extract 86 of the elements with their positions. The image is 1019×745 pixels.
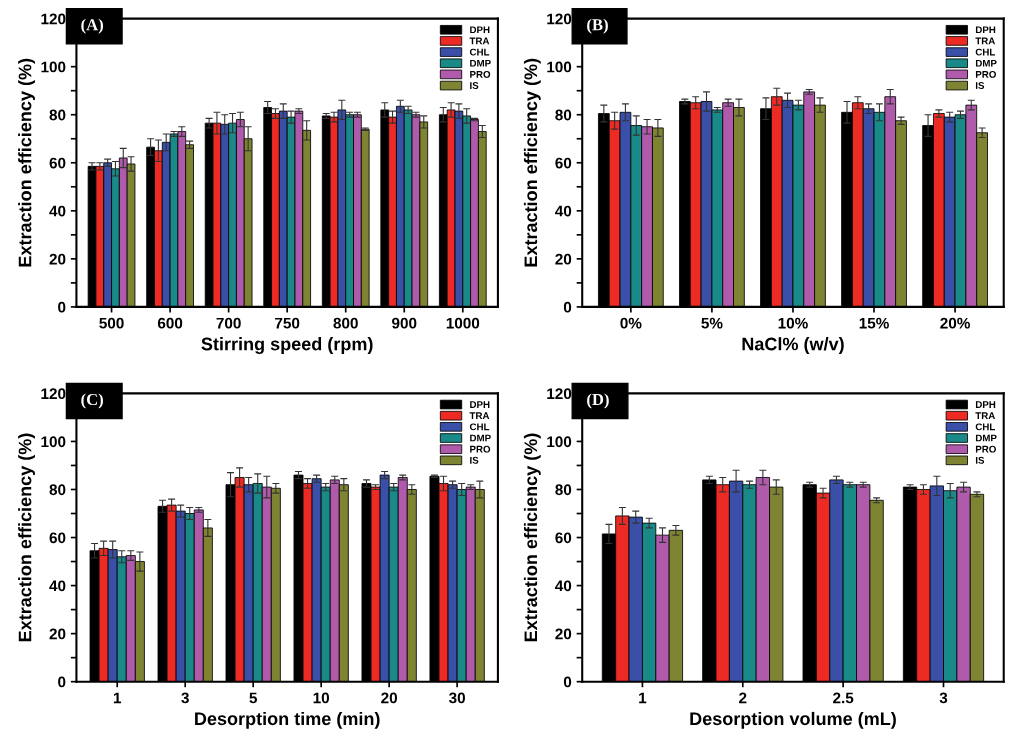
x-tick-label: 20% <box>940 317 970 329</box>
y-axis-title: Extraction efficiency (%) <box>523 58 541 267</box>
y-tick-label: 100 <box>547 436 572 448</box>
y-tick-label: 100 <box>547 61 572 73</box>
legend-label: DMP <box>470 59 491 67</box>
x-tick-label: 10 <box>313 692 330 704</box>
y-tick-label: 60 <box>555 157 572 169</box>
legend-label: TRA <box>469 37 490 45</box>
y-axis-title: Extraction efficiency (%) <box>18 433 35 642</box>
x-tick-label: 3 <box>181 692 189 704</box>
x-tick-label: 1 <box>113 692 122 704</box>
y-tick-label: 60 <box>555 532 572 544</box>
x-axis-title: Stirring speed (rpm) <box>201 337 373 355</box>
x-tick-label: 900 <box>392 317 417 329</box>
x-tick-label: 2 <box>739 692 747 704</box>
legend-label: DMP <box>975 434 997 442</box>
x-tick-label: 500 <box>99 317 124 329</box>
y-tick-label: 0 <box>563 301 572 313</box>
legend-label: IS <box>975 456 985 464</box>
legend-label: IS <box>975 82 985 89</box>
x-tick-label: 1000 <box>446 317 480 329</box>
x-tick-label: 5% <box>701 317 723 329</box>
legend-label: DPH <box>470 401 490 408</box>
y-tick-label: 120 <box>547 13 572 25</box>
y-axis-title: Extraction efficiency (%) <box>523 433 541 642</box>
x-tick-label: 20 <box>381 692 398 704</box>
y-tick-label: 60 <box>49 532 66 544</box>
legend-label: IS <box>470 456 479 464</box>
x-tick-label: 700 <box>216 317 241 329</box>
x-tick-label: 2.5 <box>833 692 854 704</box>
legend-label: IS <box>470 82 479 89</box>
x-tick-label: 5 <box>249 692 257 704</box>
y-tick-label: 100 <box>41 61 66 73</box>
y-tick-label: 40 <box>555 205 572 217</box>
y-tick-label: 0 <box>58 301 66 313</box>
x-tick-label: 0% <box>620 317 642 329</box>
x-tick-label: 3 <box>939 692 948 704</box>
x-tick-label: 15% <box>859 317 889 329</box>
annotation: (C) <box>81 393 103 409</box>
annotation: (B) <box>587 18 608 34</box>
y-tick-label: 20 <box>49 253 66 265</box>
y-tick-label: 80 <box>555 109 572 121</box>
y-tick-label: 120 <box>41 388 66 400</box>
legend-label: DPH <box>470 26 490 34</box>
x-tick-label: 10% <box>778 317 808 329</box>
y-tick-label: 40 <box>555 580 572 592</box>
x-axis-title: Desorption volume (mL) <box>690 711 896 729</box>
y-tick-label: 80 <box>49 109 66 121</box>
x-tick-label: 600 <box>157 317 183 329</box>
x-axis-title: Desorption time (min) <box>195 711 380 729</box>
legend-label: DMP <box>975 59 997 67</box>
y-tick-label: 20 <box>49 628 66 640</box>
legend-label: CHL <box>469 423 490 431</box>
legend-label: PRO <box>470 445 491 453</box>
legend-label: CHL <box>469 48 490 56</box>
y-tick-label: 20 <box>555 628 572 640</box>
x-tick-label: 30 <box>448 692 465 704</box>
legend-label: PRO <box>975 70 996 78</box>
x-tick-label: 800 <box>333 317 358 329</box>
legend-label: TRA <box>975 37 996 45</box>
y-tick-label: 40 <box>49 205 66 217</box>
y-tick-label: 80 <box>49 484 66 496</box>
y-tick-label: 60 <box>49 157 66 169</box>
legend-label: TRA <box>975 412 996 420</box>
y-tick-label: 120 <box>41 13 66 25</box>
y-tick-label: 80 <box>555 484 572 496</box>
y-tick-label: 100 <box>41 436 66 448</box>
legend-label: TRA <box>469 412 490 420</box>
annotation: (A) <box>81 18 103 34</box>
y-tick-label: 40 <box>49 580 66 592</box>
legend-label: CHL <box>975 423 995 431</box>
legend-label: DPH <box>975 26 996 34</box>
x-tick-label: 1 <box>639 692 647 704</box>
x-tick-label: 750 <box>275 317 300 329</box>
y-tick-label: 0 <box>563 676 572 688</box>
legend-label: PRO <box>470 70 491 78</box>
annotation: (D) <box>587 393 609 409</box>
y-tick-label: 20 <box>555 253 572 265</box>
x-axis-title: NaCl% (w/v) <box>742 337 844 354</box>
legend-label: CHL <box>975 48 995 56</box>
y-tick-label: 120 <box>547 388 572 400</box>
legend-label: DMP <box>470 434 491 442</box>
legend-label: DPH <box>975 401 996 408</box>
legend-label: PRO <box>975 445 996 453</box>
y-tick-label: 0 <box>58 676 66 688</box>
y-axis-title: Extraction efficiency (%) <box>18 58 35 267</box>
